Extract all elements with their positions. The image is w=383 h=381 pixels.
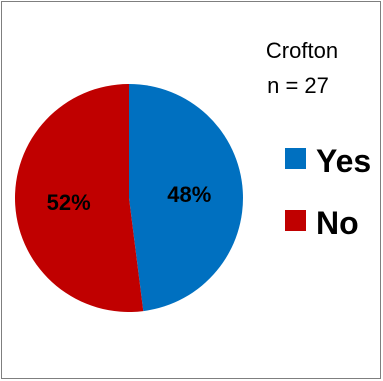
legend: Yes No: [285, 143, 371, 241]
pie-slices: [14, 84, 243, 312]
slice-labels: 48% 52%: [47, 182, 212, 215]
data-label-yes: 48%: [167, 182, 211, 207]
chart-subtitle: n = 27: [267, 73, 329, 98]
pie-slice-no: [14, 84, 144, 312]
legend-label-yes: Yes: [316, 143, 371, 179]
legend-swatch-yes: [285, 148, 306, 169]
chart-title: Crofton: [266, 38, 338, 63]
legend-swatch-no: [285, 210, 306, 231]
data-label-no: 52%: [47, 190, 91, 215]
pie-slice-yes: [129, 84, 243, 312]
legend-label-no: No: [316, 205, 359, 241]
